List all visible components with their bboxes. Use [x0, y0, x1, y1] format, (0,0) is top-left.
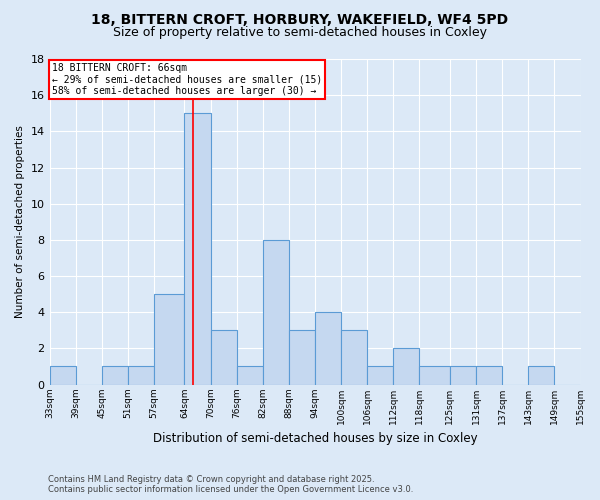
Bar	[528, 366, 554, 384]
Text: Size of property relative to semi-detached houses in Coxley: Size of property relative to semi-detach…	[113, 26, 487, 39]
Bar	[236, 366, 263, 384]
Text: 18 BITTERN CROFT: 66sqm
← 29% of semi-detached houses are smaller (15)
58% of se: 18 BITTERN CROFT: 66sqm ← 29% of semi-de…	[52, 62, 322, 96]
Bar	[184, 114, 211, 384]
Bar	[315, 312, 341, 384]
X-axis label: Distribution of semi-detached houses by size in Coxley: Distribution of semi-detached houses by …	[153, 432, 478, 445]
Bar	[154, 294, 184, 384]
Bar	[263, 240, 289, 384]
Bar	[476, 366, 502, 384]
Bar	[419, 366, 450, 384]
Bar	[394, 348, 419, 384]
Bar	[289, 330, 315, 384]
Y-axis label: Number of semi-detached properties: Number of semi-detached properties	[15, 126, 25, 318]
Bar	[50, 366, 76, 384]
Text: Contains HM Land Registry data © Crown copyright and database right 2025.
Contai: Contains HM Land Registry data © Crown c…	[48, 474, 413, 494]
Bar	[450, 366, 476, 384]
Bar	[211, 330, 236, 384]
Bar	[128, 366, 154, 384]
Bar	[341, 330, 367, 384]
Bar	[102, 366, 128, 384]
Text: 18, BITTERN CROFT, HORBURY, WAKEFIELD, WF4 5PD: 18, BITTERN CROFT, HORBURY, WAKEFIELD, W…	[91, 12, 509, 26]
Bar	[367, 366, 394, 384]
